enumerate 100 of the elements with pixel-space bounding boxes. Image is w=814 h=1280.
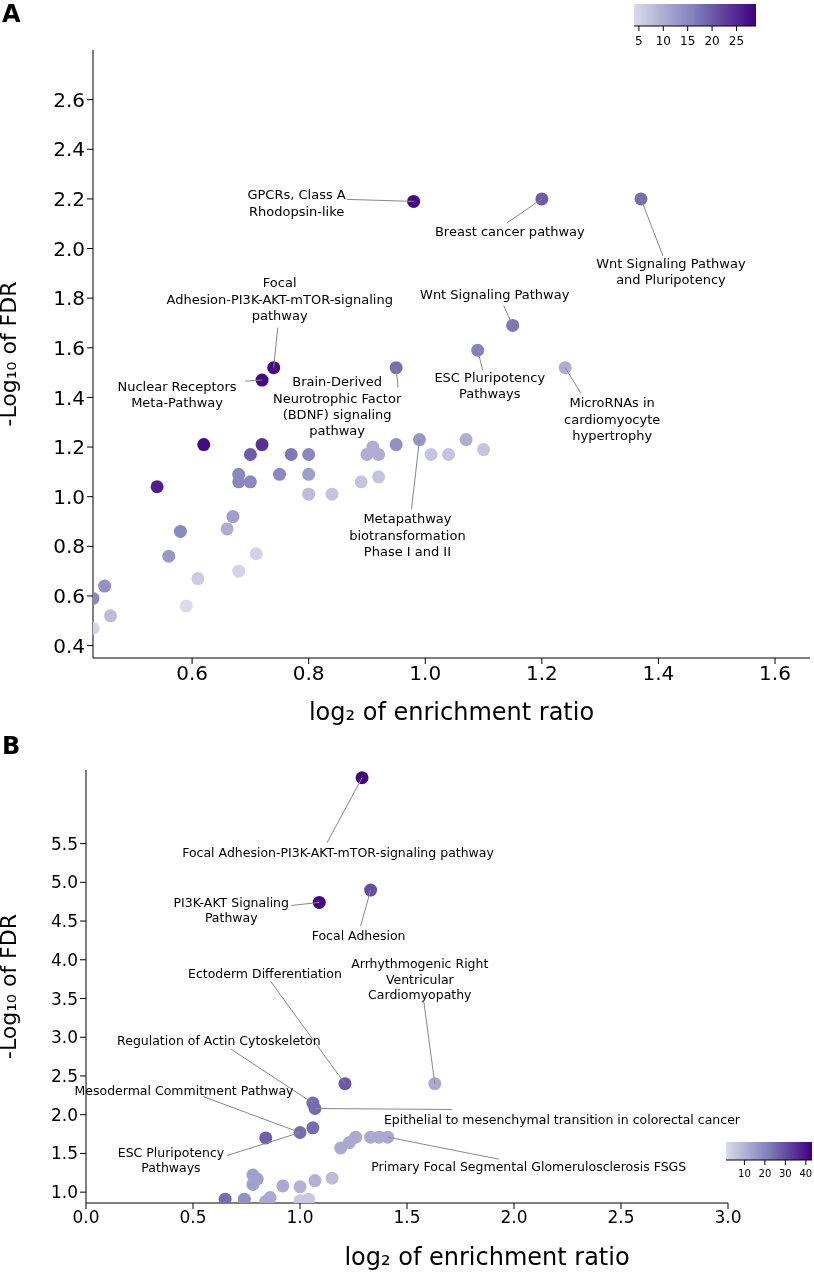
point [173,524,187,538]
point [255,438,269,452]
point [237,1192,251,1203]
annotation: MicroRNAs in cardiomyocyte hypertrophy [564,394,661,443]
point [364,883,378,897]
color-bar-label: 30 [779,1168,792,1179]
annotation: Wnt Signaling Pathway [420,286,570,302]
x-tick-label: 1.4 [642,661,675,686]
annotation: GPCRs, Class A Rhodopsin-like [247,186,346,218]
y-tick-label: 1.0 [53,484,85,509]
y-tick-label: 2.2 [53,187,85,211]
annotation: Brain-Derived Neurotrophic Factor (BDNF) signaling pathway [272,373,402,438]
x-tick-label: 0.8 [292,661,325,686]
point [372,448,386,462]
color-bar-label: 15 [680,34,696,48]
point [535,192,549,206]
point [284,448,298,462]
color-bar-label: 10 [655,34,671,48]
point [226,510,240,524]
annotation: Focal Adhesion [311,927,406,943]
point [302,467,316,481]
chart-title: A [2,0,21,28]
y-tick-label: 3.5 [50,988,78,1009]
x-tick-label: 1.0 [409,661,442,686]
point [218,1192,232,1203]
annotation: Nuclear Receptors Meta-Pathway [117,378,237,410]
annotation: Wnt Signaling Pathway and Pluripotency [596,255,746,287]
point [302,1192,316,1203]
point [302,448,316,462]
point [389,361,403,375]
x-tick-label: 1.2 [525,661,558,686]
point [150,480,164,494]
annotation: Arrhythmogenic Right Ventricular Cardiomyopathy [351,955,489,1002]
point [191,572,205,586]
point [273,467,287,481]
point [558,361,572,375]
y-axis-title: -Log₁₀ of FDR [0,914,21,1059]
annotation: ESC Pluripotency Pathways [117,1144,225,1175]
point [179,599,193,613]
color-bar-label: 25 [728,34,745,48]
annotation: Focal Adhesion-PI3K-AKT-mTOR-signaling pathway [182,844,495,860]
y-tick-label: 2.6 [53,87,85,112]
point [243,448,257,462]
point [338,1077,352,1091]
annotation: PI3K-AKT Signaling Pathway [173,894,289,925]
point [312,895,326,909]
y-tick-label: 5.0 [50,872,78,893]
point [372,470,386,484]
x-tick-label: 1.6 [759,661,791,686]
point [471,343,485,357]
y-tick-label: 1.8 [53,286,85,311]
point [325,1171,339,1185]
x-tick-label: 0.0 [72,1207,100,1228]
y-tick-label: 0.8 [53,534,85,559]
annotation: Metapathway biotransformation Phase I and II [349,510,466,559]
point [220,522,234,536]
point [293,1180,307,1194]
point [325,487,339,501]
x-axis-title: log₂ of enrichment ratio [344,1243,630,1271]
annotation: Ectoderm Differentiation [188,965,342,981]
point [98,579,112,593]
point [162,549,176,563]
point [389,438,403,452]
point [249,547,263,561]
point [232,564,246,578]
x-tick-label: 1.5 [393,1207,421,1228]
annotation: Regulation of Actin Cytoskeleton [117,1032,321,1048]
y-tick-label: 1.4 [53,385,85,410]
x-tick-label: 0.5 [179,1207,207,1228]
x-tick-label: 2.0 [500,1207,528,1228]
point [246,1177,260,1191]
annotation: ESC Pluripotency Pathways [434,369,546,401]
point [103,609,117,623]
y-tick-label: 1.6 [53,335,85,360]
annotation: Breast cancer pathway [434,223,586,239]
y-tick-label: 4.0 [50,949,78,970]
point [459,433,473,447]
y-axis-title: -Log₁₀ of FDR [0,281,21,427]
chart-title: B [2,732,21,760]
color-bar-label: 20 [758,1168,772,1179]
point [306,1121,320,1135]
point [442,448,456,462]
annotation: Focal Adhesion-PI3K-AKT-mTOR-signaling pathway [166,274,393,323]
point [276,1179,290,1193]
y-tick-label: 3.0 [50,1027,78,1048]
x-axis-title: log₂ of enrichment ratio [308,698,595,726]
point [302,487,316,501]
point [477,443,491,457]
y-tick-label: 2.0 [53,236,85,261]
color-bar-label: 5 [635,34,643,48]
y-tick-label: 5.5 [50,833,78,854]
y-tick-label: 1.5 [50,1143,78,1164]
point [267,361,281,375]
y-tick-label: 0.6 [53,584,85,609]
point [407,194,421,208]
y-tick-label: 1.0 [50,1182,78,1203]
point [381,1130,395,1144]
color-bar-label: 40 [799,1168,813,1179]
y-tick-label: 2.4 [53,137,85,162]
point [412,433,426,447]
